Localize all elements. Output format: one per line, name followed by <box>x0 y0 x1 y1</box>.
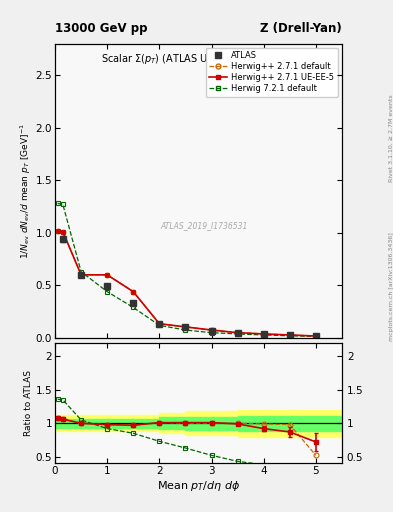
Text: ATLAS_2019_I1736531: ATLAS_2019_I1736531 <box>160 222 248 230</box>
Legend: ATLAS, Herwig++ 2.7.1 default, Herwig++ 2.7.1 UE-EE-5, Herwig 7.2.1 default: ATLAS, Herwig++ 2.7.1 default, Herwig++ … <box>206 48 338 97</box>
Text: Scalar $\Sigma(p_T)$ (ATLAS UE in Z production): Scalar $\Sigma(p_T)$ (ATLAS UE in Z prod… <box>101 52 296 67</box>
Text: Z (Drell-Yan): Z (Drell-Yan) <box>260 22 342 35</box>
Y-axis label: $1/N_\mathrm{ev}\ dN_\mathrm{ev}/d$ mean $p_T\ [\mathrm{GeV}]^{-1}$: $1/N_\mathrm{ev}\ dN_\mathrm{ev}/d$ mean… <box>18 123 33 259</box>
X-axis label: Mean $p_T/d\eta\ d\phi$: Mean $p_T/d\eta\ d\phi$ <box>157 479 240 493</box>
Y-axis label: Ratio to ATLAS: Ratio to ATLAS <box>24 370 33 436</box>
Text: 13000 GeV pp: 13000 GeV pp <box>55 22 147 35</box>
Text: mcplots.cern.ch [arXiv:1306.3436]: mcplots.cern.ch [arXiv:1306.3436] <box>389 232 393 341</box>
Text: Rivet 3.1.10, ≥ 2.7M events: Rivet 3.1.10, ≥ 2.7M events <box>389 94 393 182</box>
